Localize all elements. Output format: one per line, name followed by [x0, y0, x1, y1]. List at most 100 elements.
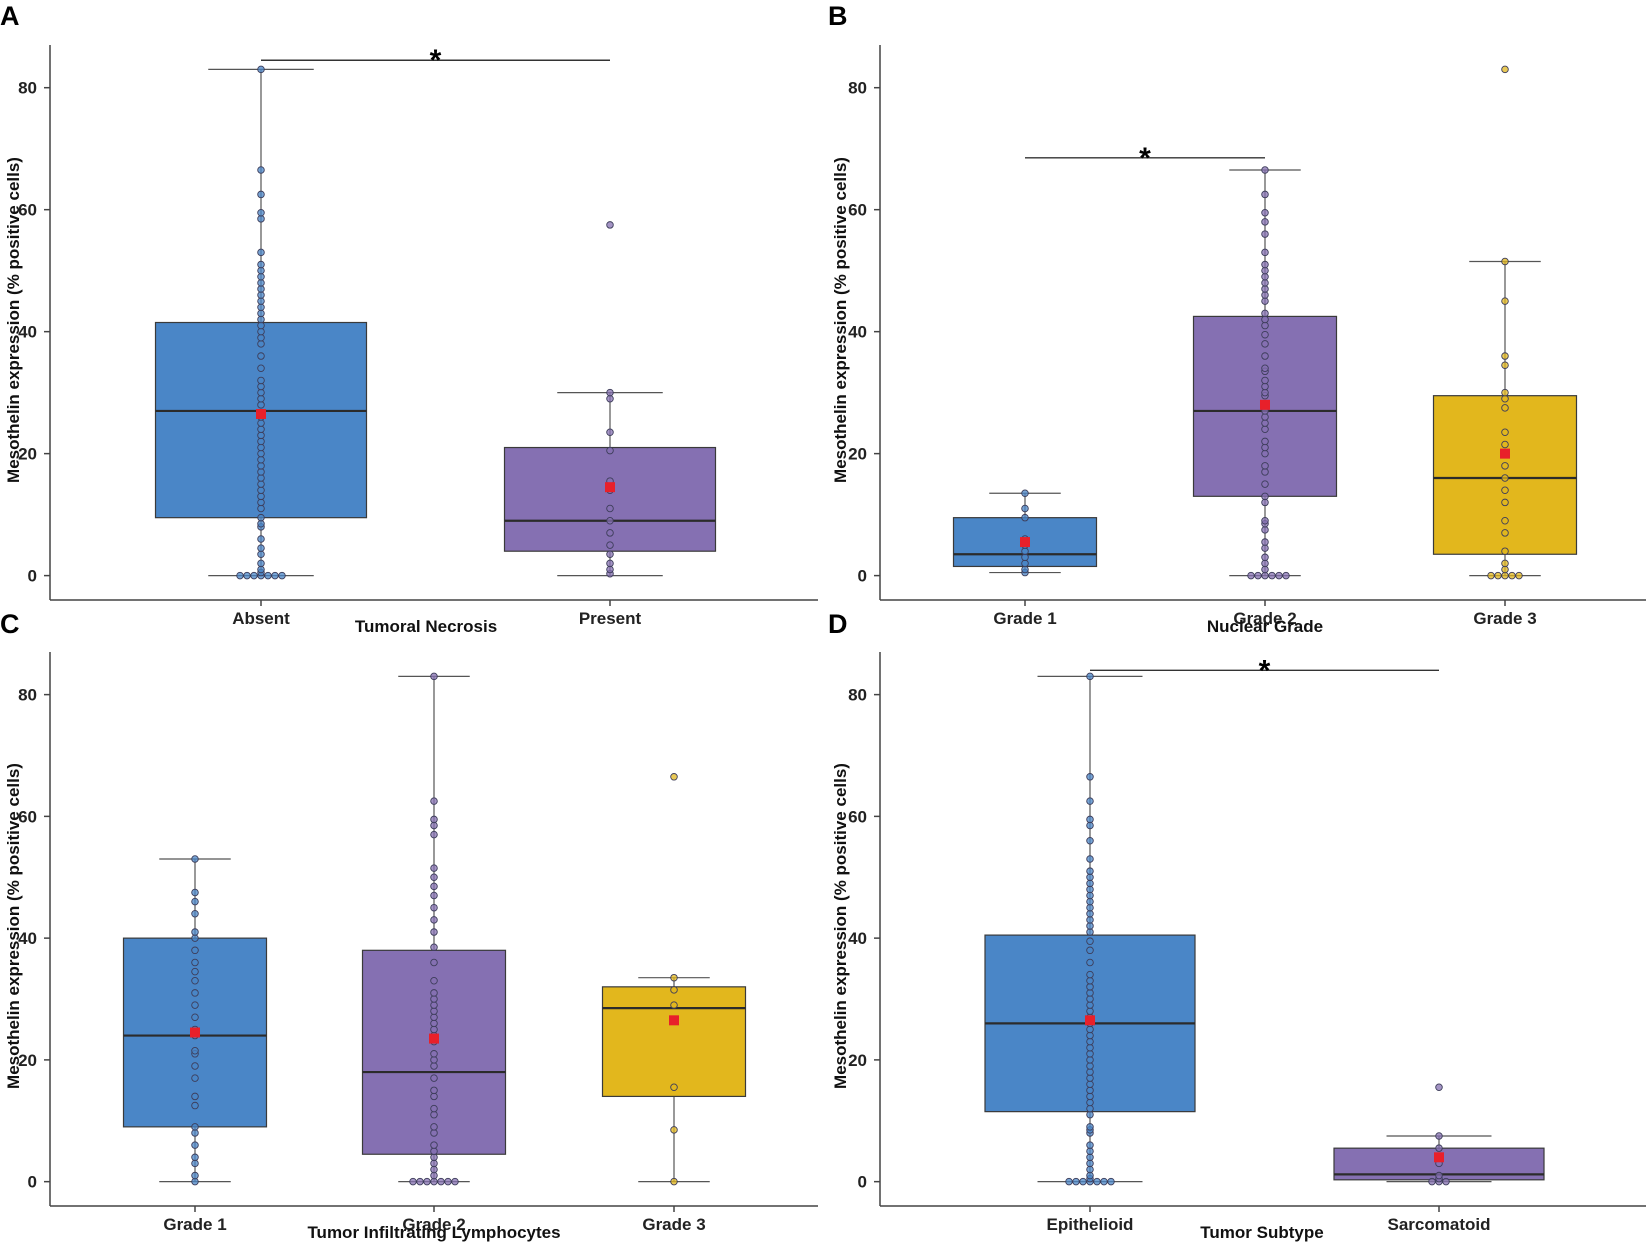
data-point [430, 891, 438, 900]
data-point [1021, 513, 1029, 522]
data-point [1261, 309, 1269, 318]
data-point [430, 1147, 438, 1155]
mean-marker [1085, 1015, 1095, 1026]
data-point [1086, 1062, 1094, 1070]
panel-a: A 0 20 40 60 80 Absent Present * Mesothelin exp… [0, 1, 818, 636]
data-point [257, 364, 265, 372]
data-point [1021, 553, 1029, 562]
data-point [1501, 547, 1509, 555]
data-point [257, 492, 265, 501]
data-point [257, 498, 265, 507]
data-point [1261, 553, 1269, 562]
data-point [1086, 1031, 1094, 1040]
data-point [1086, 1110, 1094, 1119]
panel-b-letter: B [828, 1, 848, 31]
data-point [1261, 352, 1269, 360]
mean-marker [1434, 1152, 1444, 1163]
y-tick-label: 0 [858, 1173, 867, 1192]
data-point [670, 986, 678, 994]
data-point [430, 903, 438, 912]
data-point [1086, 1007, 1094, 1015]
data-point [1086, 815, 1094, 824]
data-point [430, 797, 438, 805]
data-point [1021, 504, 1029, 513]
data-point [1086, 836, 1094, 845]
data-point [430, 1177, 438, 1186]
panel-d-letter: D [828, 609, 848, 639]
y-tick-label: 60 [848, 807, 867, 826]
data-point [606, 394, 614, 403]
data-point [1086, 1123, 1094, 1131]
data-point [430, 821, 438, 830]
data-point [430, 1019, 438, 1028]
x-tick-label: Grade 1 [993, 609, 1056, 628]
data-point [430, 989, 438, 997]
data-point [236, 571, 244, 580]
y-tick-label: 20 [848, 1051, 867, 1070]
data-point [1501, 440, 1509, 449]
data-point [1086, 1165, 1094, 1174]
data-point [1501, 498, 1509, 507]
data-point [1086, 916, 1094, 924]
data-point [257, 550, 265, 559]
data-point [1086, 1080, 1094, 1088]
data-point [191, 1074, 199, 1082]
data-point [1261, 382, 1269, 391]
data-point [670, 1126, 678, 1134]
data-point [257, 431, 265, 440]
data-point [670, 973, 678, 982]
panel-d: D 0 20 40 60 80 Epithelioid Sarcomatoid * Mesot… [828, 609, 1646, 1242]
data-point [1261, 340, 1269, 348]
data-point [606, 388, 614, 397]
data-point [257, 425, 265, 433]
significance-star: * [1139, 142, 1151, 175]
data-point [257, 291, 265, 299]
data-point [1501, 529, 1509, 537]
y-tick-label: 20 [18, 1051, 37, 1070]
y-tick-label: 80 [18, 79, 37, 98]
mean-marker [190, 1027, 200, 1038]
data-point [1086, 983, 1094, 991]
data-point [1501, 388, 1509, 397]
data-point [1086, 937, 1094, 945]
data-point [257, 474, 265, 482]
data-point [257, 279, 265, 287]
data-point [1282, 571, 1290, 580]
data-point [430, 1171, 438, 1180]
data-point [1086, 821, 1094, 830]
data-point [1021, 565, 1029, 574]
data-point [430, 1086, 438, 1095]
data-point [1086, 1159, 1094, 1168]
data-point [606, 529, 614, 537]
data-point [1508, 571, 1516, 580]
data-point [191, 1062, 199, 1070]
data-point [1261, 297, 1269, 305]
data-point [1261, 425, 1269, 433]
data-point [1261, 208, 1269, 217]
data-point [430, 943, 438, 952]
data-point [1261, 437, 1269, 446]
data-point [191, 967, 199, 976]
data-point [1086, 885, 1094, 894]
data-point [1261, 462, 1269, 470]
data-point [271, 571, 279, 580]
data-point [243, 571, 251, 580]
panel-a-letter: A [0, 1, 20, 31]
data-point [191, 1159, 199, 1168]
data-point [1086, 1098, 1094, 1107]
data-point [257, 437, 265, 446]
data-point [1261, 315, 1269, 324]
data-point [1086, 797, 1094, 805]
mean-marker [256, 408, 266, 419]
data-point [1261, 544, 1269, 552]
data-point [1065, 1177, 1073, 1186]
panel-c-letter: C [0, 609, 20, 639]
data-point [257, 65, 265, 74]
data-point [1261, 526, 1269, 534]
data-point [1261, 449, 1269, 458]
data-point [430, 1013, 438, 1022]
y-tick-label: 80 [848, 686, 867, 705]
y-tick-label: 20 [18, 445, 37, 464]
data-point [1086, 910, 1094, 918]
panel-b: B 0 20 40 60 80 Grade 1 Grade 2 Grade 3 * Mesoth… [828, 1, 1646, 636]
